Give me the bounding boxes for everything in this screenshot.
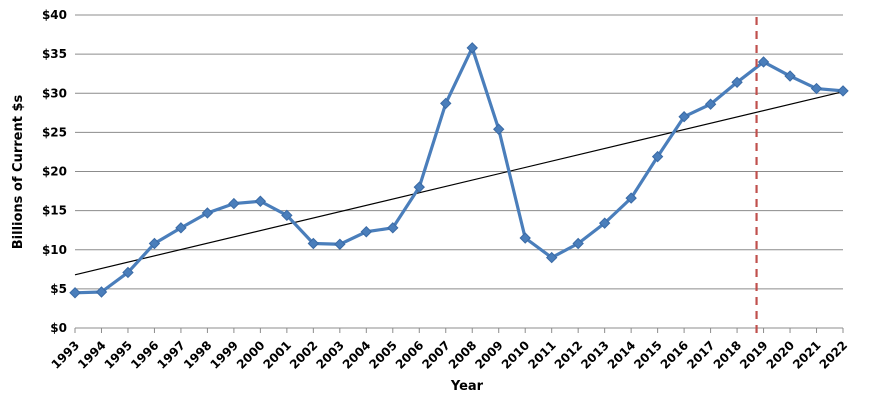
data-point [254, 195, 267, 207]
x-tick-label: 2020 [764, 338, 798, 372]
x-tick-label: 2006 [393, 338, 427, 372]
data-point [440, 97, 452, 110]
x-tick-label: 2007 [419, 338, 453, 372]
y-tick-label: $20 [42, 165, 67, 179]
x-tick-label: 1995 [102, 338, 136, 372]
x-tick-labels: 1993199419951996199719981999200020012002… [49, 338, 851, 372]
x-tick-label: 2012 [552, 338, 586, 372]
x-tick-label: 1999 [207, 338, 241, 372]
x-tick-label: 2013 [578, 338, 612, 372]
data-point [678, 111, 690, 123]
data-point [387, 222, 399, 234]
x-tick-label: 2014 [605, 338, 639, 372]
data-point [281, 209, 293, 222]
y-tick-label: $30 [42, 86, 67, 100]
y-tick-label: $15 [42, 204, 67, 218]
data-point [122, 266, 134, 279]
x-tick-label: 1998 [181, 338, 215, 372]
data-point [360, 226, 373, 238]
x-tick-label: 2001 [260, 338, 294, 372]
x-tick-label: 2005 [366, 338, 400, 372]
y-tick-label: $5 [50, 282, 67, 296]
y-tick-label: $35 [42, 47, 67, 61]
x-tick-label: 2009 [472, 338, 506, 372]
y-tick-label: $25 [42, 125, 67, 139]
y-tick-label: $40 [42, 8, 67, 22]
x-tick-label: 1997 [155, 338, 189, 372]
data-point [519, 232, 531, 244]
x-tick-label: 2002 [287, 338, 321, 372]
data-point [307, 237, 320, 250]
data-point [784, 70, 796, 82]
x-tick-label: 2016 [658, 338, 692, 372]
data-point [625, 192, 637, 204]
data-point [175, 222, 187, 234]
series-line [73, 46, 845, 295]
x-tick-label: 2004 [340, 338, 374, 372]
data-point [572, 237, 584, 250]
x-tick-label: 2008 [446, 338, 480, 372]
data-point [704, 98, 717, 110]
axes [74, 327, 844, 333]
data-point [810, 82, 823, 95]
x-tick-label: 2021 [790, 338, 824, 372]
x-axis-label: Year [450, 379, 484, 394]
data-point [757, 56, 770, 68]
x-tick-label: 2017 [684, 338, 718, 372]
y-tick-label: $10 [42, 243, 67, 257]
data-point [731, 76, 743, 89]
data-point [95, 286, 108, 298]
data-point [493, 123, 505, 135]
data-point [598, 217, 611, 229]
x-tick-label: 1996 [128, 338, 162, 372]
data-point [148, 237, 161, 250]
data-point [837, 85, 849, 97]
series-layer [69, 42, 849, 299]
x-tick-label: 2015 [631, 338, 665, 372]
data-point [545, 251, 558, 264]
x-tick-label: 2018 [711, 338, 745, 372]
gridlines [75, 14, 843, 290]
data-point [201, 207, 214, 219]
data-point [334, 238, 346, 250]
x-tick-label: 2019 [737, 338, 771, 372]
x-tick-label: 1994 [75, 338, 109, 372]
data-point [651, 150, 664, 163]
x-tick-label: 2003 [313, 338, 347, 372]
data-point [69, 287, 81, 299]
y-axis-label: Billions of Current $s [11, 94, 26, 249]
x-tick-label: 2000 [234, 338, 268, 372]
data-point [228, 197, 240, 210]
x-tick-label: 2010 [499, 338, 533, 372]
y-tick-labels: $0 $5 $10 $15 $20 $25 $30 $35 $40 [42, 8, 67, 335]
data-point [466, 42, 478, 54]
data-point [413, 181, 425, 193]
y-tick-label: $0 [50, 321, 67, 335]
x-tick-label: 1993 [49, 338, 83, 372]
x-tick-label: 2011 [525, 338, 559, 372]
trendline [74, 91, 844, 276]
trendline-layer [74, 91, 844, 276]
x-tick-label: 2022 [817, 338, 851, 372]
